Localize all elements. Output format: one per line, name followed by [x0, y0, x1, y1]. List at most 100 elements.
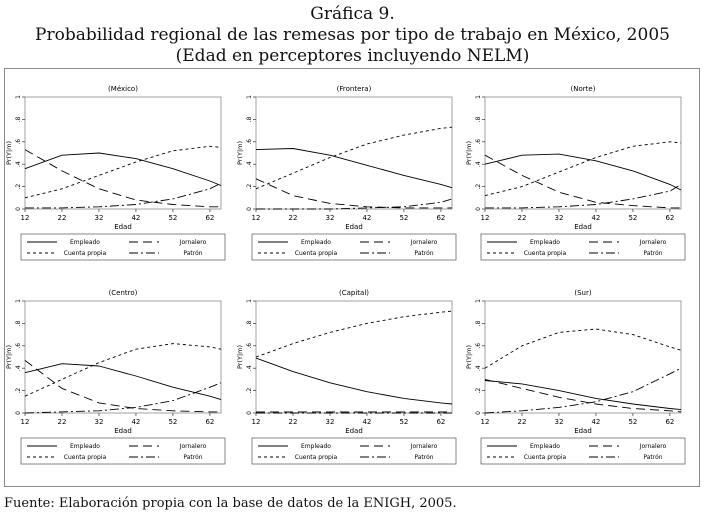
y-axis-label: Pr(Y|m): [5, 345, 13, 369]
series-line-long: [255, 178, 452, 209]
series-line-long: [24, 360, 221, 413]
legend-label: Jornalero: [639, 443, 667, 450]
x-tick-label: 52: [168, 214, 177, 222]
y-tick-label: .2: [246, 184, 253, 190]
y-tick-label: 0: [246, 411, 253, 415]
x-tick-label: 62: [665, 418, 674, 426]
series-line-solid: [24, 363, 222, 401]
x-tick-label: 12: [21, 418, 30, 426]
x-tick-label: 52: [399, 214, 408, 222]
legend-label: Cuenta propia: [64, 250, 107, 257]
x-tick-label: 62: [665, 214, 674, 222]
panel-title: (Centro): [109, 289, 138, 297]
chart-panels: (México) 0 .2 .4 .6 .8 1 Pr(Y|m) 12 22 32 42 52 62 Eda…: [5, 85, 686, 465]
series-line-dashdot: [484, 367, 682, 414]
x-tick-label: 22: [518, 214, 527, 222]
x-tick-label: 62: [436, 214, 445, 222]
legend-label: Empleado: [301, 239, 331, 246]
x-tick-label: 52: [168, 418, 177, 426]
y-tick-label: 1: [246, 299, 253, 303]
x-tick-label: 12: [21, 214, 30, 222]
y-tick-label: .8: [246, 320, 253, 326]
y-tick-label: 0: [246, 207, 253, 211]
legend-label: Empleado: [301, 443, 331, 450]
y-tick-label: .6: [475, 139, 482, 145]
y-tick-label: .2: [475, 184, 482, 190]
x-tick-label: 42: [362, 214, 371, 222]
plot-area: [24, 300, 222, 414]
legend-box: [20, 437, 226, 465]
legend-box: [20, 233, 226, 261]
x-tick-label: 32: [555, 418, 564, 426]
y-tick-label: .2: [475, 388, 482, 394]
panel-title: (Capital): [339, 289, 369, 297]
figure-title: Probabilidad regional de las remesas por…: [35, 25, 670, 45]
y-tick-label: .4: [15, 161, 22, 167]
x-tick-label: 32: [95, 214, 104, 222]
series-line-short: [24, 343, 222, 397]
y-tick-label: .6: [15, 343, 22, 349]
series-line-long: [484, 154, 681, 209]
source-note: Fuente: Elaboración propia con la base d…: [4, 496, 457, 511]
x-tick-label: 32: [326, 214, 335, 222]
series-line-solid: [484, 380, 682, 411]
y-tick-label: 1: [15, 299, 22, 303]
x-tick-label: 42: [131, 214, 140, 222]
legend-label: Cuenta propia: [295, 454, 338, 461]
y-axis-label: Pr(Y|m): [236, 345, 244, 369]
legend-label: Patrón: [183, 454, 202, 461]
x-tick-label: 42: [591, 418, 600, 426]
x-tick-label: 12: [252, 418, 261, 426]
series-line-solid: [255, 357, 453, 405]
panel-title: (México): [108, 85, 138, 93]
legend-box: [480, 437, 686, 465]
series-line-solid: [255, 148, 453, 189]
y-tick-label: 1: [475, 299, 482, 303]
panel-title: (Sur): [574, 289, 591, 297]
series-line-long: [24, 149, 221, 208]
y-tick-label: .6: [475, 343, 482, 349]
y-tick-label: .4: [246, 365, 253, 371]
chart-panel: (México) 0 .2 .4 .6 .8 1 Pr(Y|m) 12 22 32 42 52 62 Eda…: [5, 85, 226, 261]
x-tick-label: 52: [628, 418, 637, 426]
plot-area: [255, 300, 453, 414]
legend-label: Patrón: [414, 250, 433, 257]
y-tick-label: 0: [475, 207, 482, 211]
series-line-dashdot: [25, 182, 222, 209]
legend-label: Empleado: [530, 443, 560, 450]
y-tick-label: .4: [475, 161, 482, 167]
y-tick-label: .8: [15, 116, 22, 122]
legend-box: [251, 233, 457, 261]
x-tick-label: 22: [289, 214, 298, 222]
y-tick-label: .4: [246, 161, 253, 167]
x-tick-label: 12: [481, 418, 490, 426]
y-tick-label: .8: [475, 320, 482, 326]
x-tick-label: 12: [252, 214, 261, 222]
legend-label: Cuenta propia: [64, 454, 107, 461]
x-axis-label: Edad: [345, 427, 363, 435]
y-tick-label: .4: [15, 365, 22, 371]
chart-panel: (Sur) 0 .2 .4 .6 .8 1 Pr(Y|m) 12 22 32 42 52 62 Edad Em…: [465, 289, 686, 465]
y-tick-label: .4: [475, 365, 482, 371]
x-tick-label: 62: [205, 418, 214, 426]
x-tick-label: 62: [205, 214, 214, 222]
plot-area: [255, 96, 453, 210]
x-axis-label: Edad: [114, 427, 132, 435]
x-tick-label: 22: [58, 214, 67, 222]
legend-label: Patrón: [414, 454, 433, 461]
y-axis-label: Pr(Y|m): [465, 141, 473, 165]
series-line-solid: [484, 153, 682, 191]
y-tick-label: 1: [15, 95, 22, 99]
x-tick-label: 52: [628, 214, 637, 222]
series-line-long: [484, 378, 682, 413]
legend-label: Cuenta propia: [295, 250, 338, 257]
legend-box: [480, 233, 686, 261]
chart-frame: (México) 0 .2 .4 .6 .8 1 Pr(Y|m) 12 22 32 42 52 62 Eda…: [4, 68, 700, 487]
y-tick-label: .6: [246, 139, 253, 145]
y-tick-label: .8: [15, 320, 22, 326]
x-tick-label: 32: [326, 418, 335, 426]
y-tick-label: 1: [246, 95, 253, 99]
legend-label: Jornalero: [179, 239, 207, 246]
y-tick-label: .2: [15, 388, 22, 394]
x-tick-label: 22: [58, 418, 67, 426]
